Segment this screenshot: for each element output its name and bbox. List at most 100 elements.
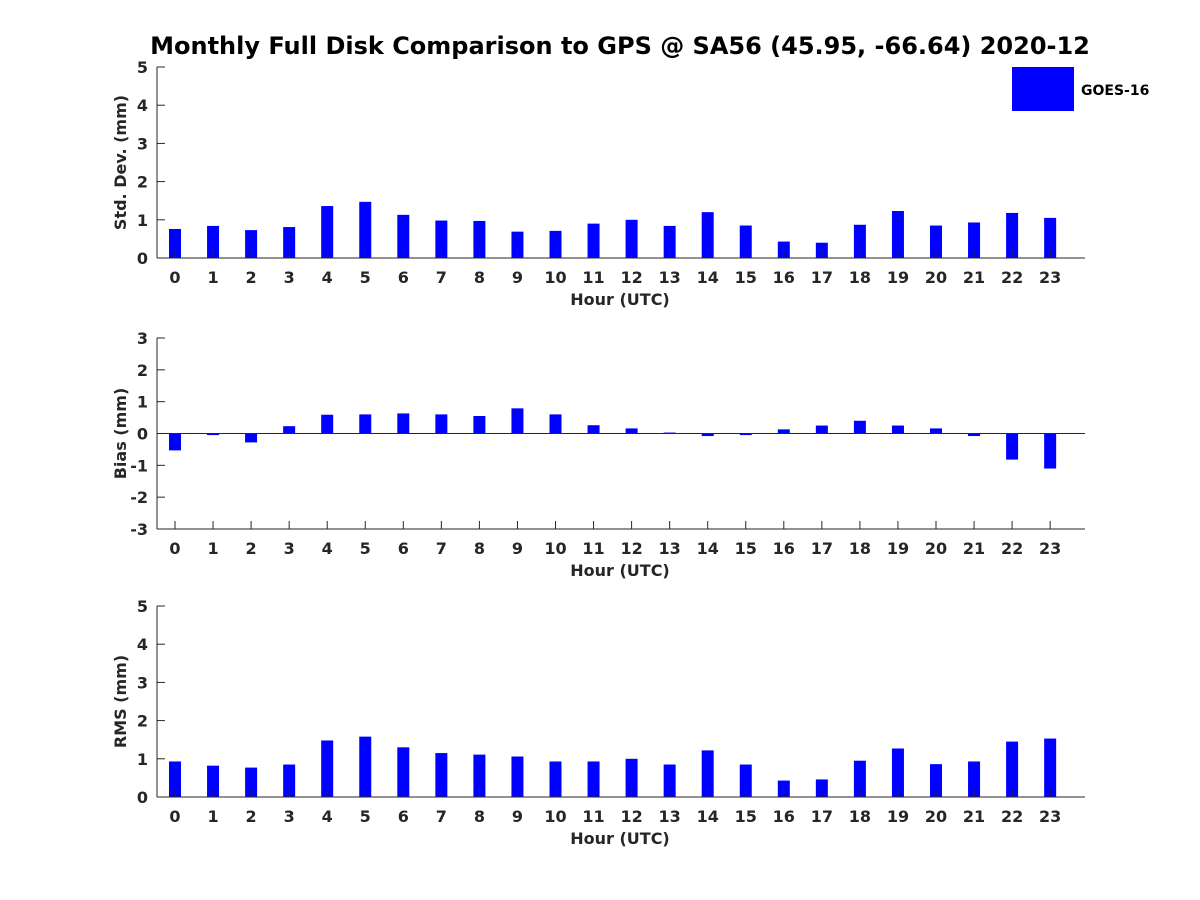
bar-hour-5 bbox=[359, 201, 372, 258]
y-tick-label: -2 bbox=[130, 488, 148, 507]
bar-hour-5 bbox=[359, 736, 372, 797]
x-tick-label: 4 bbox=[322, 539, 333, 558]
x-tick-label: 14 bbox=[697, 807, 719, 826]
x-axis-label: Hour (UTC) bbox=[570, 561, 670, 580]
x-tick-label: 8 bbox=[474, 807, 485, 826]
bar-hour-22 bbox=[1006, 741, 1019, 797]
y-tick-label: 1 bbox=[137, 750, 148, 769]
bar-hour-10 bbox=[549, 230, 562, 258]
x-tick-label: 20 bbox=[925, 807, 947, 826]
bar-hour-14 bbox=[701, 433, 714, 437]
bar-hour-0 bbox=[169, 228, 181, 258]
bar-hour-0 bbox=[169, 433, 181, 451]
x-tick-label: 22 bbox=[1001, 807, 1023, 826]
bar-hour-19 bbox=[891, 211, 904, 258]
bar-hour-2 bbox=[245, 767, 258, 797]
bar-hour-22 bbox=[1006, 212, 1019, 258]
x-tick-label: 6 bbox=[398, 268, 409, 287]
x-tick-label: 18 bbox=[849, 268, 871, 287]
y-tick-label: -1 bbox=[130, 456, 148, 475]
bar-hour-14 bbox=[701, 212, 714, 258]
bar-hour-19 bbox=[891, 748, 904, 797]
x-tick-label: 0 bbox=[169, 539, 180, 558]
bar-hour-21 bbox=[968, 761, 981, 797]
x-tick-label: 13 bbox=[659, 807, 681, 826]
x-tick-label: 23 bbox=[1039, 539, 1061, 558]
bar-hour-17 bbox=[815, 425, 828, 434]
x-tick-label: 18 bbox=[849, 807, 871, 826]
bar-hour-9 bbox=[511, 231, 524, 258]
x-tick-label: 16 bbox=[773, 268, 795, 287]
y-tick-label: 5 bbox=[137, 58, 148, 77]
bar-hour-21 bbox=[968, 222, 981, 258]
x-axis-label: Hour (UTC) bbox=[570, 290, 670, 309]
bar-hour-1 bbox=[207, 225, 220, 258]
bar-hour-0 bbox=[169, 761, 181, 797]
x-tick-label: 21 bbox=[963, 807, 985, 826]
x-tick-label: 11 bbox=[582, 539, 604, 558]
x-tick-label: 2 bbox=[246, 807, 257, 826]
y-axis-label: Std. Dev. (mm) bbox=[111, 95, 130, 230]
x-tick-label: 23 bbox=[1039, 268, 1061, 287]
bar-hour-6 bbox=[397, 214, 410, 258]
x-tick-label: 3 bbox=[284, 539, 295, 558]
x-tick-label: 0 bbox=[169, 807, 180, 826]
x-tick-label: 13 bbox=[659, 268, 681, 287]
y-axis-label: RMS (mm) bbox=[111, 655, 130, 748]
x-tick-label: 11 bbox=[582, 807, 604, 826]
x-tick-label: 5 bbox=[360, 539, 371, 558]
x-tick-label: 4 bbox=[322, 807, 333, 826]
x-tick-label: 17 bbox=[811, 539, 833, 558]
x-tick-label: 8 bbox=[474, 539, 485, 558]
x-tick-label: 0 bbox=[169, 268, 180, 287]
x-tick-label: 19 bbox=[887, 539, 909, 558]
x-tick-label: 17 bbox=[811, 268, 833, 287]
x-tick-label: 2 bbox=[246, 539, 257, 558]
bar-hour-19 bbox=[891, 425, 904, 434]
legend-swatch bbox=[1012, 67, 1074, 111]
x-tick-label: 1 bbox=[207, 268, 218, 287]
bar-hour-7 bbox=[435, 414, 448, 434]
legend: GOES-16 bbox=[1012, 67, 1149, 111]
y-tick-label: -3 bbox=[130, 520, 148, 539]
bar-hour-1 bbox=[207, 765, 220, 797]
x-tick-label: 20 bbox=[925, 539, 947, 558]
y-tick-label: 1 bbox=[137, 211, 148, 230]
x-tick-label: 12 bbox=[620, 268, 642, 287]
y-tick-label: 4 bbox=[137, 96, 148, 115]
bar-hour-23 bbox=[1044, 217, 1057, 258]
x-tick-label: 10 bbox=[544, 807, 566, 826]
bar-hour-9 bbox=[511, 408, 524, 434]
x-tick-label: 15 bbox=[735, 807, 757, 826]
x-tick-label: 21 bbox=[963, 268, 985, 287]
x-tick-label: 3 bbox=[284, 268, 295, 287]
bar-hour-1 bbox=[207, 433, 220, 436]
bar-hour-15 bbox=[739, 433, 752, 436]
y-axis-label: Bias (mm) bbox=[111, 388, 130, 480]
bar-hour-18 bbox=[853, 760, 866, 797]
bar-hour-20 bbox=[930, 428, 942, 434]
x-axis-label: Hour (UTC) bbox=[570, 829, 670, 848]
bar-hour-12 bbox=[625, 758, 638, 797]
bar-hour-11 bbox=[587, 761, 600, 797]
bar-hour-18 bbox=[853, 420, 866, 434]
x-tick-label: 1 bbox=[207, 539, 218, 558]
y-tick-label: 0 bbox=[137, 425, 148, 444]
bar-hour-15 bbox=[739, 225, 752, 258]
x-tick-label: 16 bbox=[773, 539, 795, 558]
y-tick-label: 1 bbox=[137, 393, 148, 412]
bar-hour-6 bbox=[397, 413, 410, 434]
y-tick-label: 4 bbox=[137, 635, 148, 654]
bar-hour-4 bbox=[321, 414, 334, 434]
x-tick-label: 7 bbox=[436, 807, 447, 826]
bar-hour-14 bbox=[701, 750, 714, 797]
y-tick-label: 2 bbox=[137, 361, 148, 380]
bar-hour-6 bbox=[397, 747, 410, 797]
bar-hour-4 bbox=[321, 206, 334, 258]
x-tick-label: 22 bbox=[1001, 268, 1023, 287]
x-tick-label: 4 bbox=[322, 268, 333, 287]
